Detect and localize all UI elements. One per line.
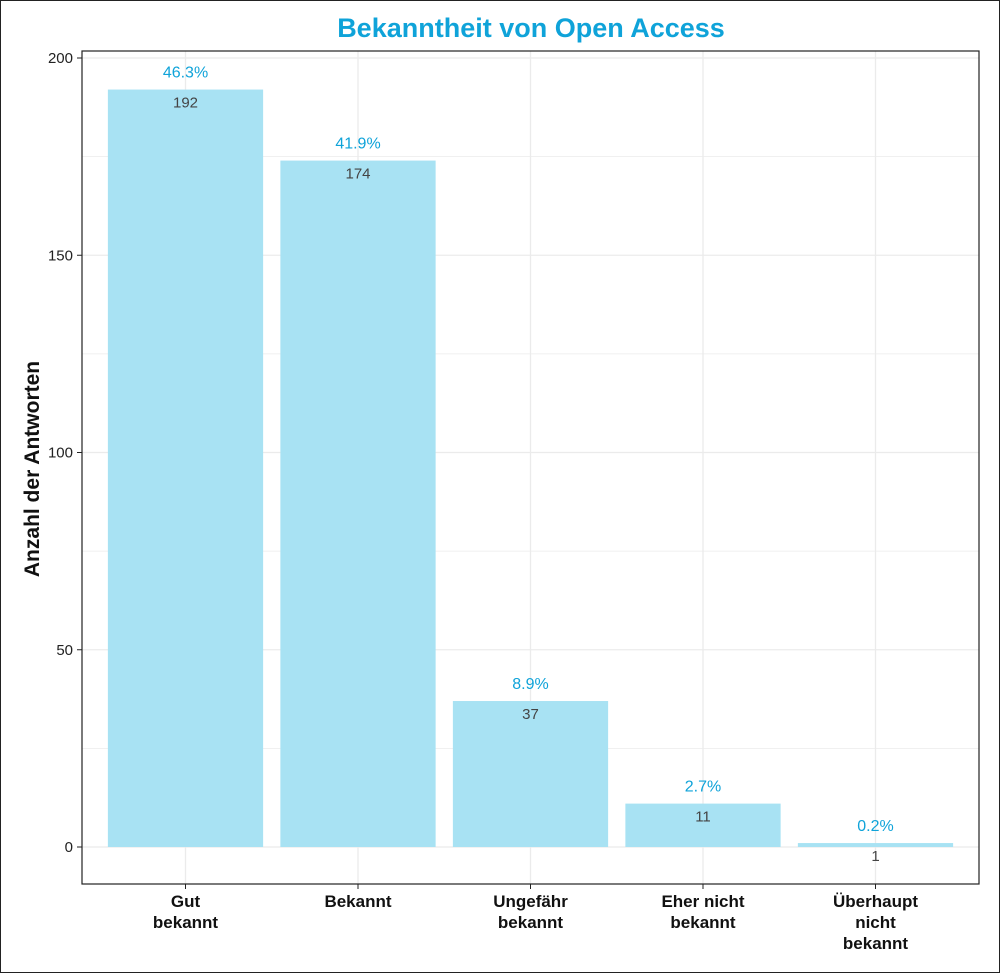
value-label: 174 [345,166,370,183]
y-tick-label: 100 [48,445,73,462]
x-tick-label: Bekannt [324,892,391,911]
bar [107,89,264,847]
chart-title: Bekanntheit von Open Access [337,13,725,43]
value-label: 1 [871,848,879,865]
percent-label: 0.2% [857,818,893,835]
value-label: 11 [695,809,711,826]
plot-area: 46.3% 192 41.9% 174 8.9% 37 2.7% 11 0.2% 1 0 50 100 1… [48,50,980,953]
y-tick-label: 0 [65,839,73,856]
value-label: 37 [522,706,539,723]
y-axis-label: Anzahl der Antworten [21,361,44,577]
x-tick-label: Eher nicht bekannt [661,892,744,932]
x-tick-label: Überhaupt nicht bekannt [833,892,918,953]
x-tick-label: Ungefähr bekannt [493,892,568,932]
percent-label: 46.3% [163,65,208,82]
value-label: 192 [173,95,198,112]
percent-label: 2.7% [685,779,721,796]
y-tick-label: 150 [48,247,73,264]
y-tick-label: 200 [48,50,73,67]
percent-label: 8.9% [512,676,548,693]
y-tick-label: 50 [56,642,73,659]
bar [452,701,609,847]
bar [797,843,954,847]
x-tick-label: Gut bekannt [153,892,219,932]
bar [625,803,781,847]
bar [280,160,436,847]
percent-label: 41.9% [335,136,380,153]
